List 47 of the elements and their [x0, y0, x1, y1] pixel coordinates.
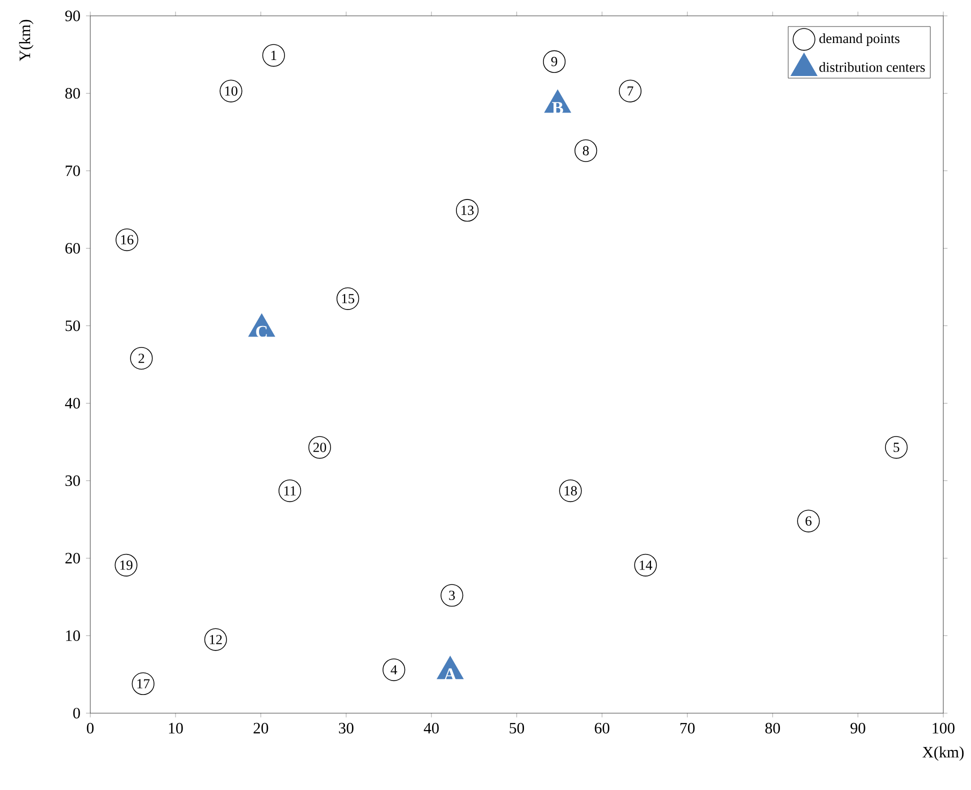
y-axis-title: Y(km)	[19, 20, 34, 62]
x-tick-label: 90	[850, 723, 866, 734]
x-tick-label: 10	[169, 723, 183, 734]
legend-label: demand points	[819, 34, 900, 46]
x-tick-label: 80	[765, 723, 780, 734]
y-tick-label: 80	[65, 88, 80, 99]
y-tick-label: 90	[65, 10, 80, 22]
x-tick-label: 20	[254, 723, 268, 734]
y-tick-label: 40	[65, 398, 80, 409]
y-tick-label: 20	[65, 553, 80, 564]
legend-label: distribution centers	[819, 62, 925, 72]
annotation: 17	[137, 679, 150, 689]
x-tick-label: 30	[338, 723, 354, 734]
annotation: 15	[342, 294, 354, 304]
x-tick-label: 70	[680, 723, 695, 734]
annotation: 9	[551, 57, 558, 66]
y-tick-label: 10	[66, 630, 80, 642]
annotation: 19	[120, 560, 132, 570]
annotation: 5	[894, 443, 900, 452]
annotation: 12	[210, 635, 222, 644]
y-tick-label: 60	[65, 243, 80, 254]
annotation: 16	[121, 235, 134, 245]
annotation: 13	[462, 206, 474, 216]
annotation: 10	[225, 86, 238, 96]
x-tick-label: 50	[510, 723, 524, 734]
annotation: 11	[284, 486, 296, 496]
annotation: 18	[564, 486, 577, 496]
annotation: 3	[449, 590, 455, 600]
annotation: 6	[806, 516, 812, 526]
x-tick-label: 40	[424, 723, 439, 734]
annotation: 2	[138, 354, 144, 364]
y-tick-label: 30	[65, 476, 80, 486]
annotation: 4	[390, 665, 398, 675]
x-tick-label: 0	[86, 723, 94, 734]
y-tick-label: 50	[66, 320, 80, 332]
x-tick-label: 100	[932, 723, 954, 734]
y-tick-label: 0	[73, 708, 80, 719]
annotation: 1	[271, 51, 276, 60]
y-tick-label: 70	[66, 166, 80, 176]
point	[618, 80, 642, 103]
annotation: 8	[582, 146, 589, 156]
annotation: 7	[628, 86, 634, 96]
annotation: 20	[313, 442, 326, 452]
point	[262, 44, 285, 67]
annotation: 14	[640, 560, 652, 570]
x-axis-title: X(km)	[922, 746, 964, 761]
x-tick-label: 60	[594, 723, 610, 734]
